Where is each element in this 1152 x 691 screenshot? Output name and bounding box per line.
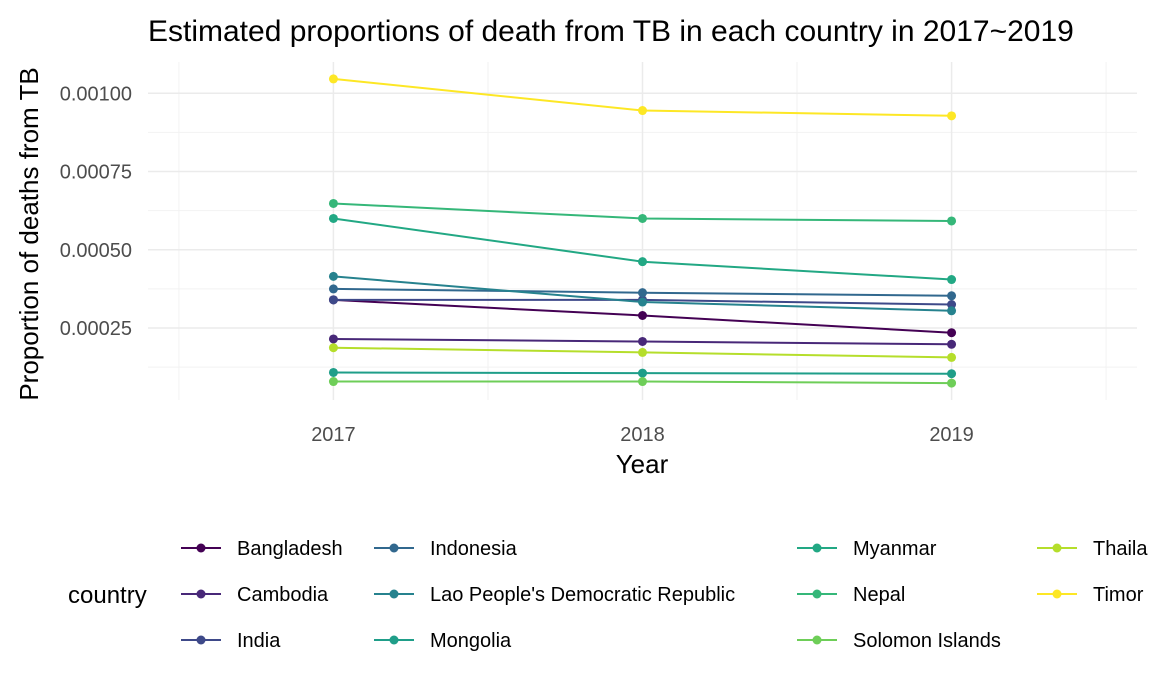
legend-key-point: [812, 635, 822, 645]
legend-label: Bangladesh: [237, 538, 343, 560]
data-point: [947, 339, 957, 349]
legend-key-point: [389, 635, 399, 645]
legend-key-point: [812, 589, 822, 599]
data-point: [328, 213, 338, 223]
data-point: [638, 347, 647, 357]
chart-title: Estimated proportions of death from TB i…: [148, 15, 1074, 48]
series-indonesia: [328, 284, 957, 301]
legend-label: Indonesia: [430, 538, 518, 560]
legend-label: India: [237, 630, 281, 652]
series-solomon-islands: [328, 377, 957, 388]
legend-item: India: [181, 630, 281, 652]
data-point: [947, 300, 957, 310]
data-point: [328, 271, 338, 281]
data-point: [328, 74, 338, 84]
data-point: [638, 257, 647, 267]
y-axis-title: Proportion of deaths from TB: [14, 67, 44, 400]
data-point: [947, 369, 957, 379]
legend-item: Myanmar: [797, 538, 937, 560]
x-tick-label: 2018: [620, 424, 665, 446]
y-tick-label: 0.00050: [60, 240, 132, 262]
series-myanmar: [328, 213, 957, 285]
legend-label: Nepal: [853, 584, 905, 606]
data-point: [328, 295, 338, 305]
data-point: [638, 368, 647, 378]
legend-label: Thaila: [1093, 538, 1148, 560]
series-lao-people-s-democratic-republic: [328, 271, 957, 316]
data-point: [638, 213, 647, 223]
legend-label: Cambodia: [237, 584, 329, 606]
series-thailand: [328, 343, 957, 362]
legend-item: Indonesia: [374, 538, 518, 560]
legend-label: Myanmar: [853, 538, 937, 560]
legend-key-point: [196, 635, 206, 645]
x-tick-label: 2019: [929, 424, 974, 446]
series-layer: [328, 74, 957, 388]
data-point: [638, 297, 647, 307]
x-axis-title: Year: [616, 449, 669, 479]
legend: country Bangladesh Cambodia India Indonesia…: [68, 538, 1148, 652]
y-tick-label: 0.00025: [60, 318, 132, 340]
legend-key-point: [196, 543, 206, 553]
x-tick-label: 2017: [311, 424, 356, 446]
y-tick-label: 0.00100: [60, 83, 132, 105]
data-point: [947, 352, 957, 362]
series-timor-leste: [328, 74, 957, 121]
legend-title: country: [68, 582, 147, 609]
data-point: [328, 334, 338, 344]
data-point: [638, 311, 647, 320]
series-mongolia: [328, 367, 957, 379]
data-point: [638, 377, 647, 387]
data-point: [947, 111, 957, 121]
y-tick-label: 0.00075: [60, 162, 132, 184]
data-point: [328, 377, 338, 387]
legend-label: Timor: [1093, 584, 1144, 606]
legend-key-point: [389, 543, 399, 553]
series-cambodia: [328, 334, 957, 349]
legend-item: Mongolia: [374, 630, 512, 652]
tick-labels: 0.00025 0.00050 0.00075 0.00100 2017 2018 2019: [60, 83, 974, 446]
data-point: [328, 284, 338, 294]
series-nepal: [328, 198, 957, 226]
data-point: [328, 198, 338, 208]
legend-label: Solomon Islands: [853, 630, 1001, 652]
legend-item: Lao People's Democratic Republic: [374, 584, 735, 606]
data-point: [947, 216, 957, 226]
legend-key-point: [812, 543, 822, 553]
legend-key-point: [1052, 543, 1062, 553]
legend-label: Mongolia: [430, 630, 512, 652]
data-point: [638, 288, 647, 298]
legend-item: Thaila: [1037, 538, 1148, 560]
legend-item: Cambodia: [181, 584, 329, 606]
data-point: [638, 336, 647, 346]
data-point: [328, 367, 338, 377]
legend-label: Lao People's Democratic Republic: [430, 584, 735, 606]
data-point: [328, 343, 338, 353]
legend-key-point: [389, 589, 399, 599]
data-point: [638, 106, 647, 116]
legend-item: Solomon Islands: [797, 630, 1001, 652]
legend-item: Nepal: [797, 584, 905, 606]
data-point: [947, 378, 957, 388]
legend-items: Bangladesh Cambodia India Indonesia Lao Peop…: [181, 538, 1148, 652]
legend-key-point: [196, 589, 206, 599]
data-point: [947, 306, 957, 316]
legend-key-point: [1052, 589, 1062, 599]
data-point: [947, 328, 957, 338]
legend-item: Bangladesh: [181, 538, 343, 560]
legend-item: Timor: [1037, 584, 1144, 606]
data-point: [947, 291, 957, 301]
data-point: [947, 275, 957, 285]
